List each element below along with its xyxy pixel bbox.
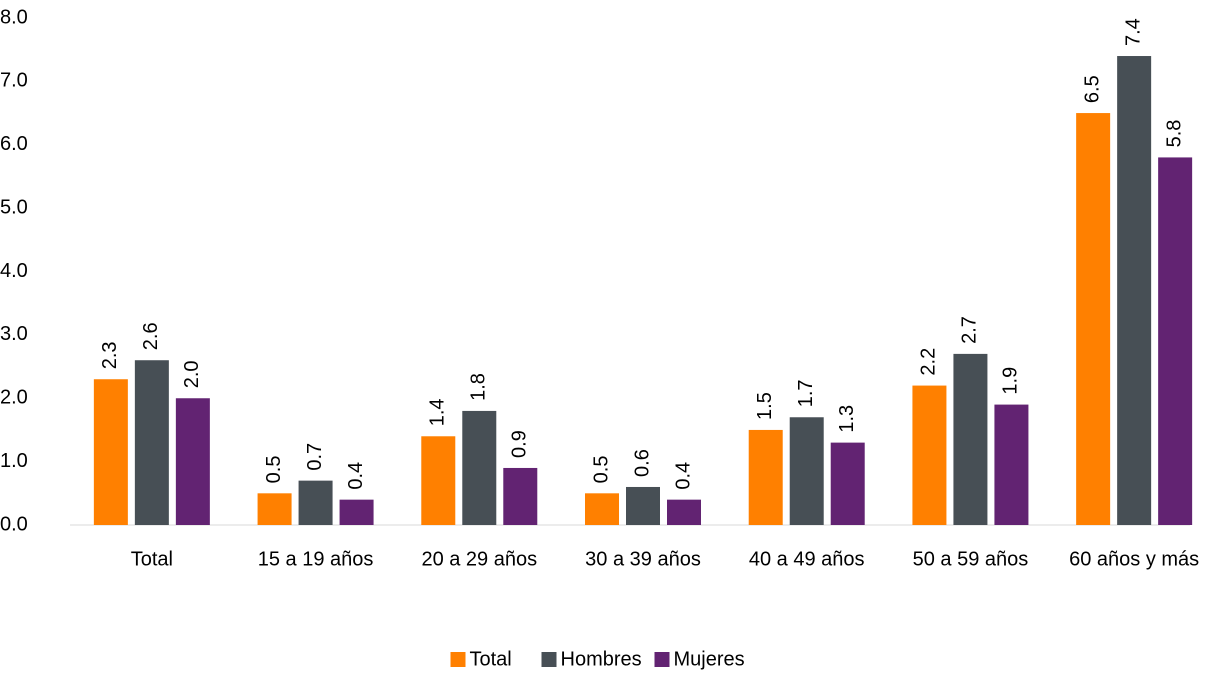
x-tick-label: 50 a 59 años <box>913 548 1029 570</box>
bar <box>667 499 701 525</box>
value-label: 1.7 <box>795 379 817 407</box>
x-tick-label: 15 a 19 años <box>258 548 374 570</box>
bar <box>503 467 538 525</box>
value-label: 1.8 <box>468 373 490 401</box>
value-label: 2.6 <box>140 322 162 350</box>
bar <box>953 353 988 525</box>
y-tick-label: 0.0 <box>0 513 28 535</box>
x-tick-label: 20 a 29 años <box>421 548 537 570</box>
x-tick-label: 40 a 49 años <box>749 548 865 570</box>
value-label: 7.4 <box>1122 18 1144 46</box>
y-tick-label: 4.0 <box>0 260 28 282</box>
y-tick-label: 3.0 <box>0 323 28 345</box>
legend-swatch <box>541 652 557 667</box>
legend-label: Total <box>470 648 512 670</box>
value-label: 2.3 <box>99 341 121 369</box>
value-label: 0.5 <box>590 456 612 484</box>
value-label: 0.5 <box>263 456 285 484</box>
bar <box>257 493 292 525</box>
y-tick-label: 1.0 <box>0 450 28 472</box>
bar <box>830 442 865 525</box>
value-label: 1.5 <box>754 392 776 420</box>
x-tick-label: 60 años y más <box>1069 548 1199 570</box>
legend-label: Hombres <box>561 648 642 670</box>
bar <box>93 379 128 525</box>
legend-swatch <box>654 652 670 667</box>
bar <box>134 360 169 525</box>
value-label: 5.8 <box>1163 120 1185 148</box>
bar <box>175 398 210 525</box>
value-label: 1.3 <box>836 405 858 433</box>
bar <box>421 436 456 525</box>
y-tick-label: 2.0 <box>0 387 28 409</box>
bar <box>626 486 660 525</box>
value-label: 0.4 <box>345 462 367 490</box>
legend-label: Mujeres <box>674 648 745 670</box>
y-tick-label: 7.0 <box>0 70 28 92</box>
bar <box>339 499 374 525</box>
x-tick-label: Total <box>131 548 173 570</box>
x-tick-label: 30 a 39 años <box>585 548 701 570</box>
bar <box>585 493 619 525</box>
bar <box>298 480 333 525</box>
bar <box>789 417 824 525</box>
value-label: 2.2 <box>918 348 940 376</box>
bar <box>462 410 497 525</box>
value-label: 1.4 <box>427 398 449 426</box>
y-tick-label: 6.0 <box>0 133 28 155</box>
bar <box>994 404 1029 525</box>
value-label: 0.9 <box>509 430 531 458</box>
value-label: 2.0 <box>181 360 203 388</box>
value-label: 0.7 <box>304 443 326 471</box>
bar <box>1076 113 1111 525</box>
value-label: 0.4 <box>672 462 694 490</box>
value-label: 0.6 <box>631 449 653 477</box>
y-tick-label: 5.0 <box>0 196 28 218</box>
legend-swatch <box>450 652 466 667</box>
y-tick-label: 8.0 <box>0 6 28 28</box>
value-label: 6.5 <box>1081 75 1103 103</box>
bar <box>748 429 783 525</box>
bar <box>1158 157 1193 526</box>
bar <box>1117 56 1152 526</box>
bar <box>912 385 947 525</box>
value-label: 1.9 <box>1000 367 1022 395</box>
value-label: 2.7 <box>959 316 981 344</box>
